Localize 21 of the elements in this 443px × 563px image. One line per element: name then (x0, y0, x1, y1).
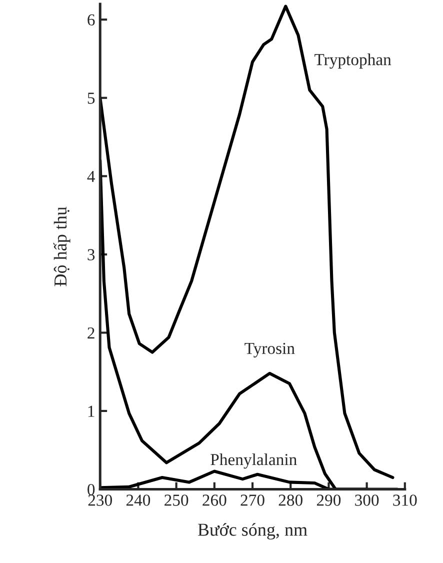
x-tick-label: 300 (355, 494, 379, 506)
y-tick-label: 6 (88, 14, 95, 26)
y-tick-label: 2 (88, 327, 94, 338)
y-tick-label: 0 (88, 484, 95, 496)
x-tick-label: 290 (316, 494, 341, 506)
x-tick-label: 260 (202, 494, 226, 506)
y-tick-label: 3 (88, 249, 95, 260)
series-label: Tryptophan (314, 54, 392, 69)
x-tick-label: 270 (240, 494, 264, 506)
y-axis-title: Độ hấp thụ (53, 206, 70, 286)
x-tick-label: 230 (88, 494, 112, 506)
y-tick-label: 5 (88, 92, 95, 104)
x-tick-label: 240 (126, 494, 150, 506)
y-tick-label: 4 (87, 170, 95, 182)
series-label: Tyrosin (244, 342, 295, 358)
series-label: Phenylalanin (210, 453, 297, 469)
x-axis-title: Bước sóng, nm (198, 523, 308, 540)
x-tick-label: 310 (393, 494, 417, 506)
y-tick-label: 1 (88, 406, 94, 417)
x-tick-label: 280 (278, 494, 302, 506)
x-tick-label: 250 (164, 494, 188, 506)
